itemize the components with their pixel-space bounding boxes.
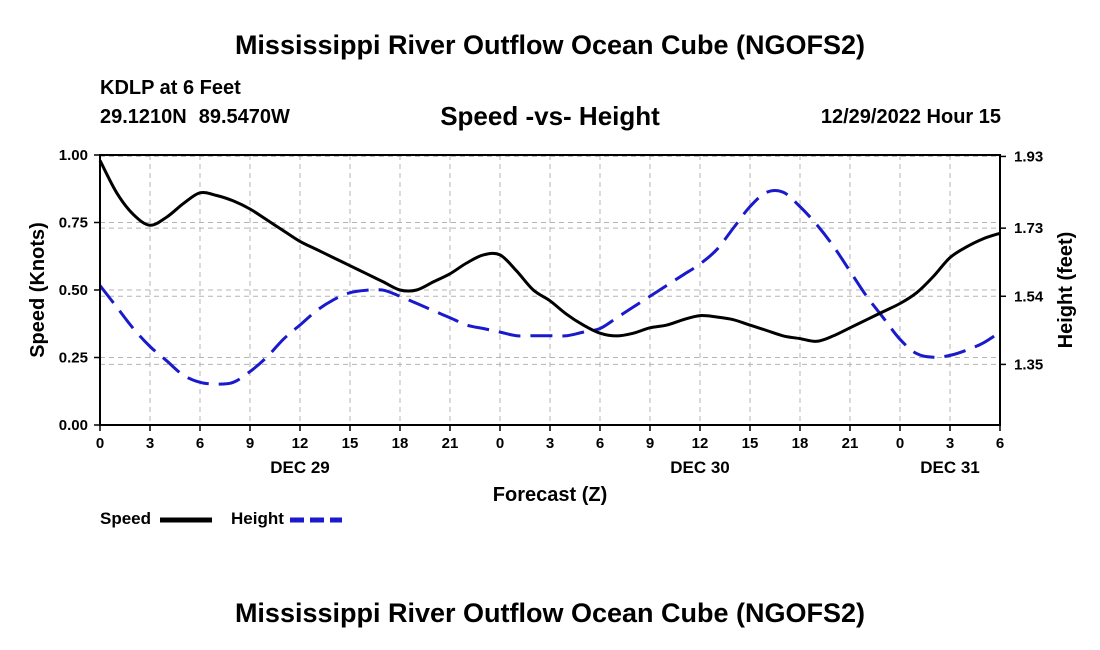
latitude: 29.1210N bbox=[100, 106, 187, 128]
y-tick-label: 0.50 bbox=[59, 282, 88, 299]
x-tick-label: 15 bbox=[342, 435, 359, 452]
timestamp: 12/29/2022 Hour 15 bbox=[820, 106, 1001, 128]
x-tick-label: 0 bbox=[96, 435, 104, 452]
y-tick-label: 0.75 bbox=[59, 215, 88, 232]
main-title: Mississippi River Outflow Ocean Cube (NG… bbox=[234, 30, 866, 60]
y2-tick-label: 1.54 bbox=[1014, 288, 1044, 305]
x-tick-label: 3 bbox=[946, 435, 954, 452]
x-tick-label: 15 bbox=[742, 435, 759, 452]
y-tick-label: 1.00 bbox=[59, 147, 88, 164]
y2-tick-label: 1.73 bbox=[1014, 220, 1043, 237]
chart-subtitle: Speed -vs- Height bbox=[440, 101, 660, 131]
x-day-label: DEC 31 bbox=[920, 458, 980, 477]
x-tick-label: 0 bbox=[496, 435, 504, 452]
y2-tick-label: 1.93 bbox=[1014, 148, 1043, 165]
axes: 0 3 6 9 12 15 18 21 0 3 6 9 12 15 18 21 0 3 6 DEC 29 DEC 30 D… bbox=[59, 147, 1044, 477]
x-tick-label: 18 bbox=[792, 435, 809, 452]
y-tick-label: 0.25 bbox=[59, 350, 88, 367]
x-tick-label: 18 bbox=[392, 435, 409, 452]
x-tick-label: 0 bbox=[896, 435, 904, 452]
x-tick-label: 3 bbox=[546, 435, 554, 452]
x-tick-label: 12 bbox=[292, 435, 309, 452]
x-tick-label: 21 bbox=[842, 435, 859, 452]
x-tick-label: 6 bbox=[196, 435, 204, 452]
speed-series-line bbox=[98, 159, 1001, 343]
x-axis-label: Forecast (Z) bbox=[493, 484, 607, 506]
y2-axis-label: Height (feet) bbox=[1055, 232, 1077, 349]
x-tick-label: 21 bbox=[442, 435, 459, 452]
longitude: 89.5470W bbox=[198, 106, 290, 128]
x-tick-label: 6 bbox=[596, 435, 604, 452]
y-axis-label: Speed (Knots) bbox=[27, 222, 49, 358]
grid-lines bbox=[99, 154, 1001, 426]
y-tick-label: 0.00 bbox=[59, 417, 88, 434]
x-tick-label: 6 bbox=[996, 435, 1004, 452]
station-name: KDLP at 6 Feet bbox=[100, 77, 241, 99]
x-day-label: DEC 29 bbox=[270, 458, 330, 477]
height-series-line bbox=[98, 189, 1001, 386]
station-coordinates: 29.1210N 89.5470W bbox=[100, 106, 290, 129]
legend-height-label: Height bbox=[231, 509, 284, 528]
footer-title: Mississippi River Outflow Ocean Cube (NG… bbox=[234, 598, 866, 628]
x-day-label: DEC 30 bbox=[670, 458, 730, 477]
series-lines bbox=[98, 159, 1001, 386]
x-tick-label: 3 bbox=[146, 435, 154, 452]
x-tick-label: 12 bbox=[692, 435, 709, 452]
legend-speed-label: Speed bbox=[100, 509, 152, 528]
y2-tick-label: 1.35 bbox=[1014, 356, 1043, 373]
x-tick-label: 9 bbox=[246, 435, 254, 452]
x-tick-label: 9 bbox=[646, 435, 654, 452]
